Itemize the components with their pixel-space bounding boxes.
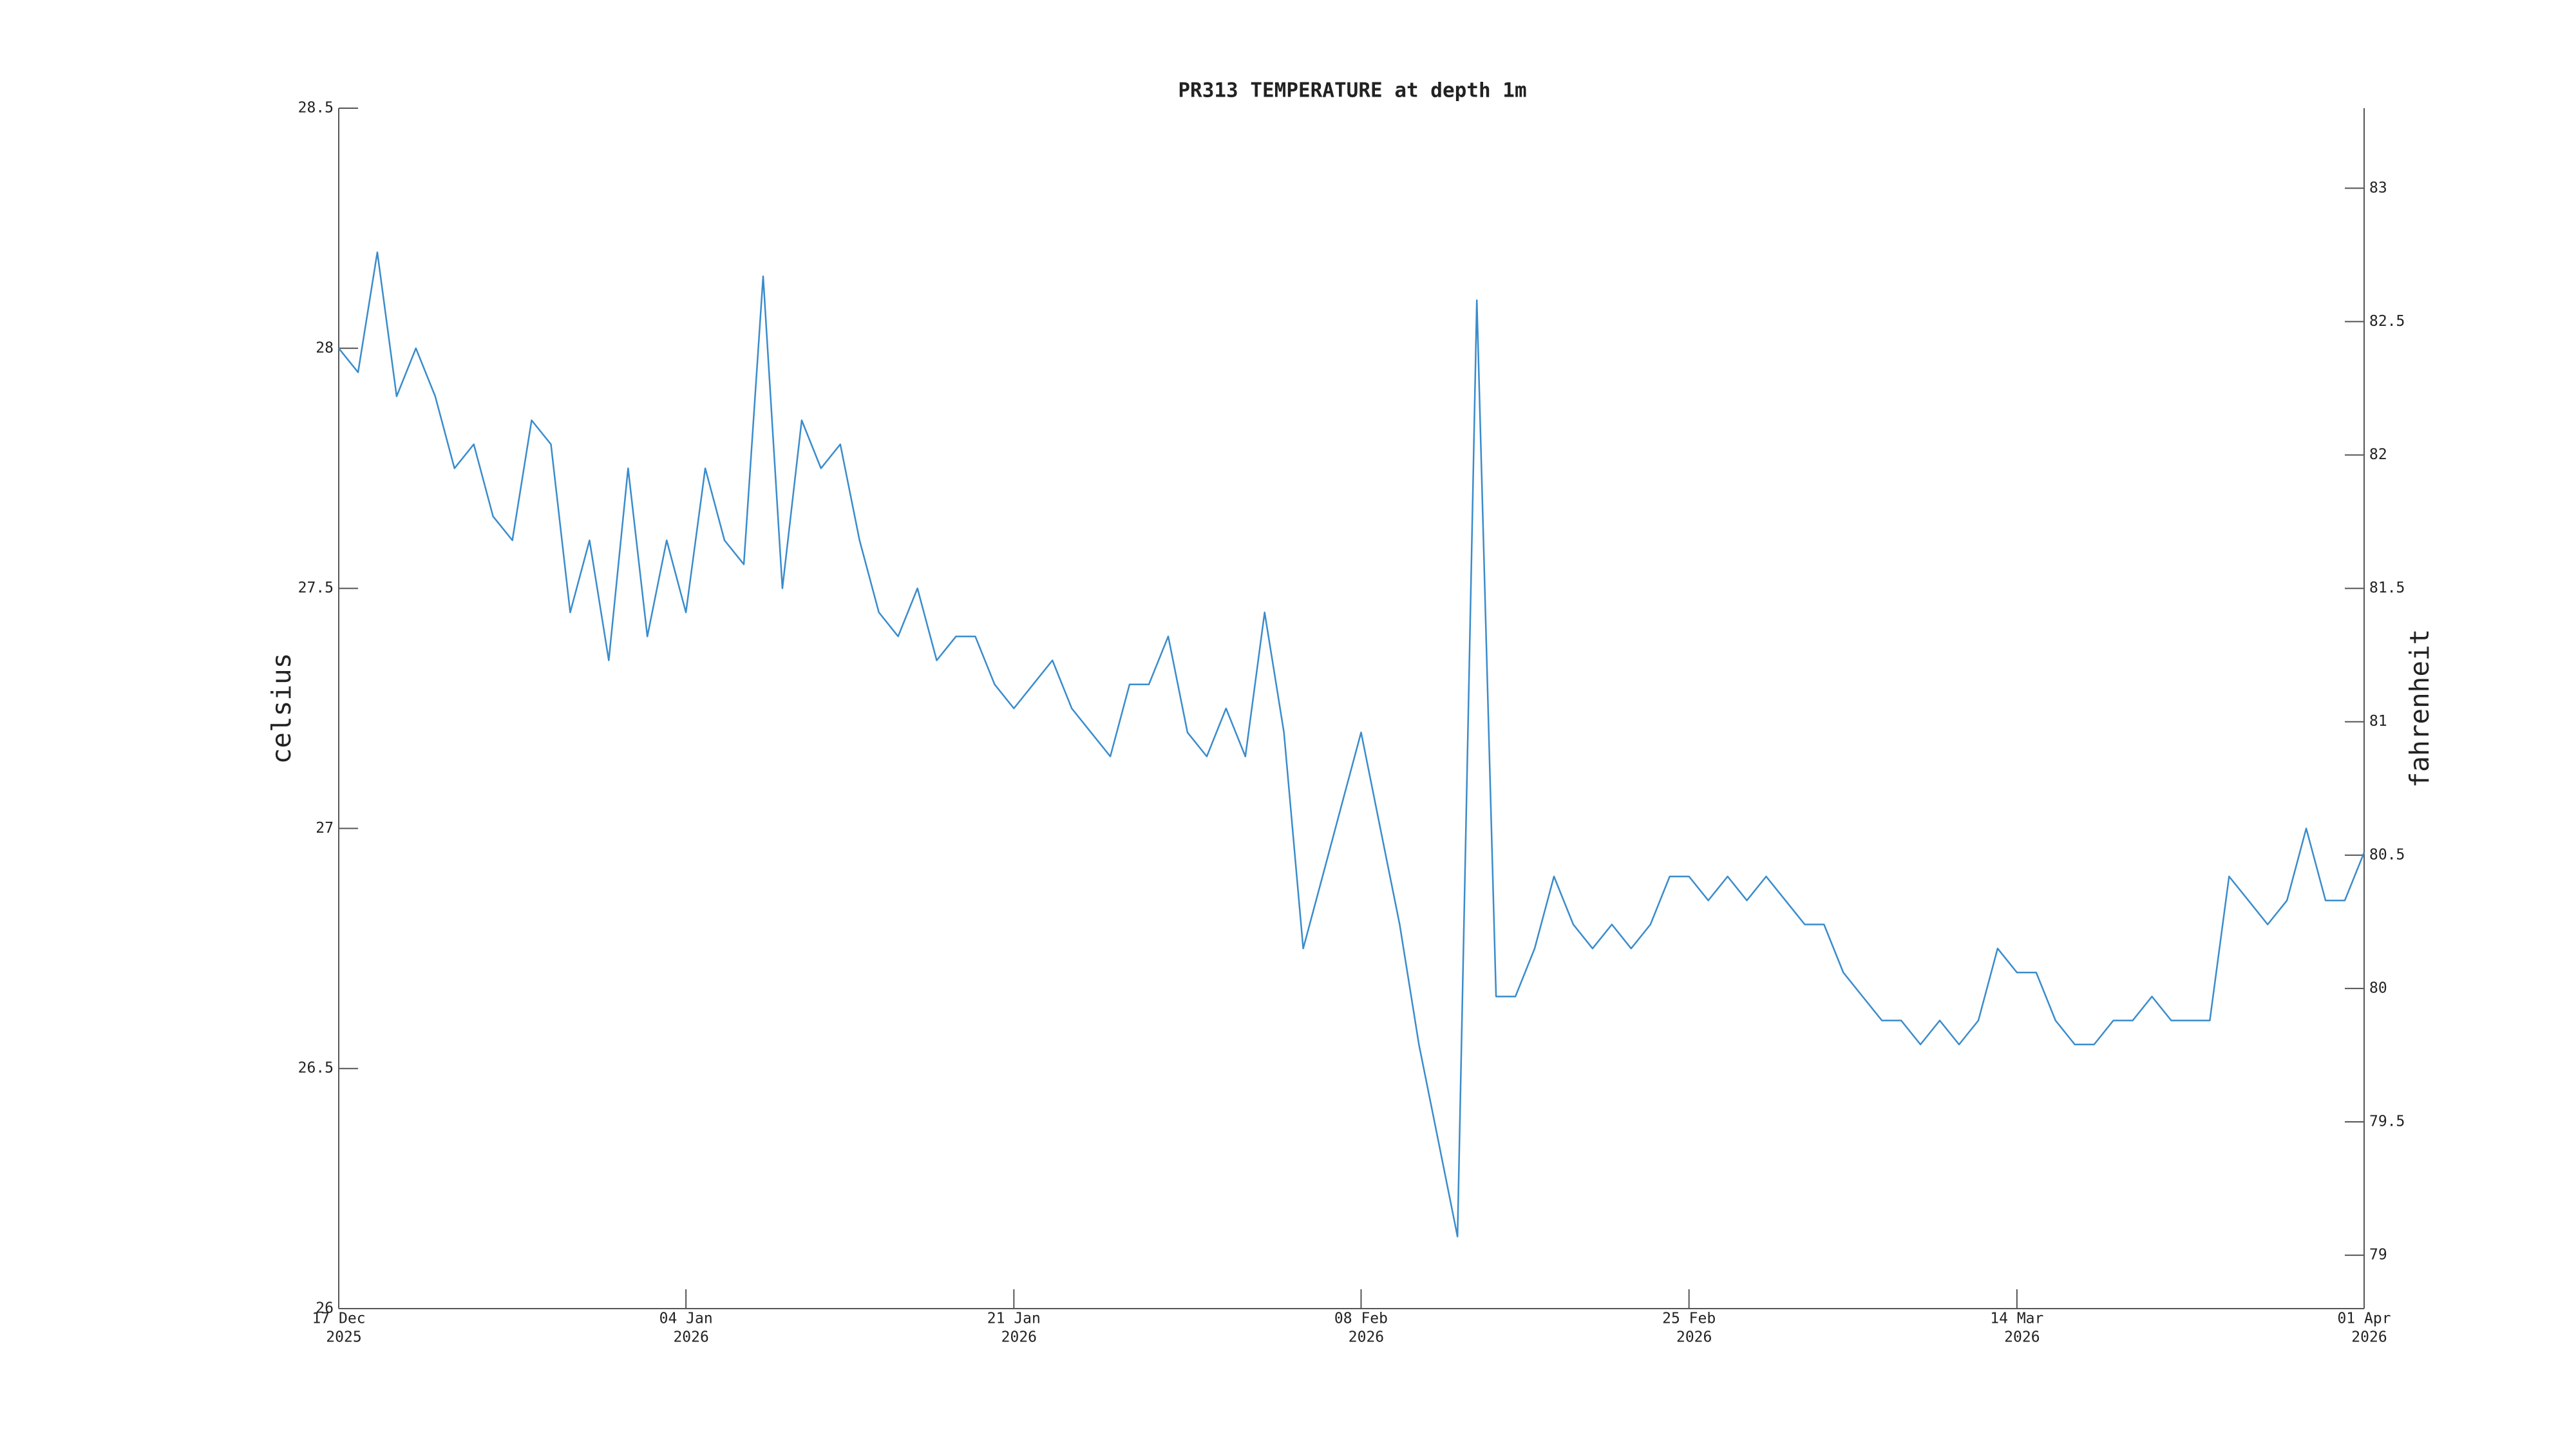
x-tick-label: 2025: [326, 1329, 361, 1346]
data-line: [338, 251, 2365, 1238]
y2-tick-label: 83: [2369, 180, 2387, 196]
y2-tick-label: 81: [2369, 713, 2387, 730]
y-tick-label: 26: [316, 1300, 334, 1317]
x-tick-label: 21 Jan: [987, 1311, 1041, 1327]
x-tick-label: 2026: [1349, 1329, 1384, 1346]
y-tick-label: 27.5: [298, 580, 334, 596]
x-tick-label: 2026: [673, 1329, 708, 1346]
y2-tick-label: 82.5: [2369, 313, 2405, 330]
y2-tick-label: 82: [2369, 446, 2387, 463]
y-tick-label: 28.5: [298, 100, 334, 117]
x-tick-label: 25 Feb: [1662, 1311, 1716, 1327]
x-tick-label: 2026: [2004, 1329, 2040, 1346]
x-tick-label: 01 Apr: [2337, 1311, 2391, 1327]
x-tick-label: 2026: [2351, 1329, 2387, 1346]
y2-tick-label: 80: [2369, 980, 2387, 996]
x-tick-label: 2026: [1676, 1329, 1712, 1346]
x-tick-label: 08 Feb: [1334, 1311, 1388, 1327]
x-tick-label: 14 Mar: [1990, 1311, 2043, 1327]
y-axis-label: celsius: [266, 653, 297, 764]
x-tick-label: 17 Dec: [312, 1311, 365, 1327]
y-tick-label: 28: [316, 339, 334, 356]
y2-axis-label: fahrenheit: [2404, 629, 2435, 788]
y2-tick-label: 79.5: [2369, 1113, 2405, 1130]
y2-tick-label: 80.5: [2369, 846, 2405, 863]
x-tick-label: 04 Jan: [659, 1311, 713, 1327]
y2-tick-label: 79: [2369, 1247, 2387, 1264]
chart-title: PR313 TEMPERATURE at depth 1m: [1178, 79, 1526, 102]
y-tick-label: 26.5: [298, 1060, 334, 1077]
y2-tick-label: 81.5: [2369, 580, 2405, 596]
y-tick-label: 27: [316, 820, 334, 837]
x-tick-label: 2026: [1001, 1329, 1037, 1346]
